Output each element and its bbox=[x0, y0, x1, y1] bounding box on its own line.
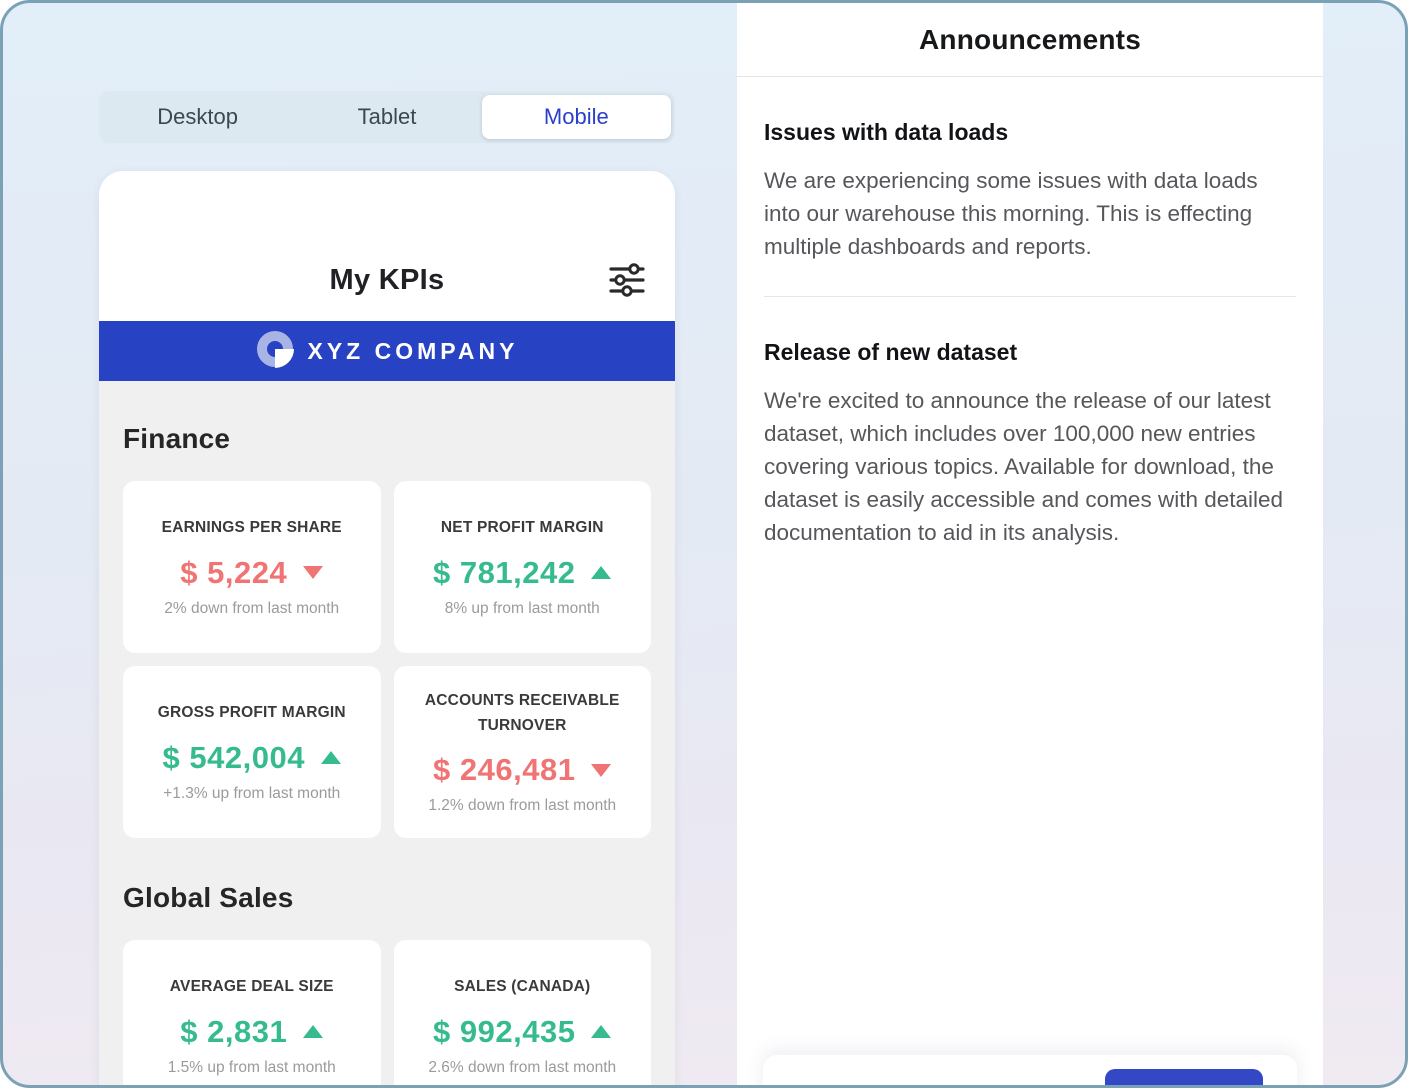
kpi-body: Finance EARNINGS PER SHARE $ 5,224 2% do… bbox=[99, 423, 675, 1085]
filter-settings-button[interactable] bbox=[605, 259, 649, 303]
kpi-caption: 1.5% up from last month bbox=[167, 1058, 336, 1076]
device-switcher: Desktop Tablet Mobile bbox=[99, 91, 675, 143]
kpi-label: ACCOUNTS RECEIVABLE TURNOVER bbox=[424, 691, 620, 734]
kpi-label: AVERAGE DEAL SIZE bbox=[169, 978, 334, 996]
trend-down-icon bbox=[303, 566, 324, 580]
announcement-heading: Issues with data loads bbox=[764, 119, 1009, 145]
kpi-caption: 1.2% down from last month bbox=[428, 797, 617, 815]
kpi-value-row: $ 542,004 bbox=[163, 740, 341, 776]
kpi-value: $ 542,004 bbox=[162, 739, 305, 775]
kpi-value-row: $ 5,224 bbox=[180, 554, 324, 591]
tab-mobile[interactable]: Mobile bbox=[481, 95, 671, 139]
kpi-card-sales-canada: SALES (CANADA) $ 992,435 2.6% down from … bbox=[393, 940, 651, 1085]
phone-header: My KPIs bbox=[99, 171, 675, 321]
kpi-label: NET PROFIT MARGIN bbox=[440, 519, 604, 537]
trend-up-icon bbox=[591, 566, 612, 580]
compose-card: ➤ bbox=[763, 1055, 1297, 1085]
kpi-value: $ 5,224 bbox=[180, 554, 288, 590]
kpi-value: $ 992,435 bbox=[433, 1013, 576, 1049]
compose-input[interactable] bbox=[781, 1071, 1087, 1085]
announcement-body: We are experiencing some issues with dat… bbox=[764, 168, 1258, 259]
mobile-preview-card: My KPIs bbox=[99, 171, 675, 1085]
kpi-label: GROSS PROFIT MARGIN bbox=[157, 704, 346, 722]
kpi-card-average-deal-size: AVERAGE DEAL SIZE $ 2,831 1.5% up from l… bbox=[123, 940, 381, 1085]
announcement-heading: Release of new dataset bbox=[764, 339, 1018, 365]
kpi-value: $ 246,481 bbox=[433, 752, 576, 788]
kpi-value-row: $ 992,435 bbox=[433, 1013, 612, 1050]
kpi-value: $ 781,242 bbox=[433, 554, 576, 590]
company-name: XYZ COMPANY bbox=[307, 337, 519, 364]
trend-up-icon bbox=[591, 1025, 612, 1039]
announcements-content: Issues with data loads We are experienci… bbox=[737, 119, 1323, 549]
sliders-icon bbox=[607, 260, 647, 303]
kpi-card-net-profit-margin: NET PROFIT MARGIN $ 781,242 8% up from l… bbox=[393, 481, 651, 653]
send-icon: ➤ bbox=[1167, 1081, 1200, 1085]
announcement-divider bbox=[764, 296, 1296, 297]
trend-up-icon bbox=[320, 751, 341, 765]
announcements-panel: Announcements Issues with data loads We … bbox=[737, 3, 1323, 1085]
kpi-label: EARNINGS PER SHARE bbox=[161, 519, 342, 537]
company-logo-icon bbox=[256, 330, 294, 373]
tab-desktop[interactable]: Desktop bbox=[157, 104, 239, 129]
kpi-value-row: $ 2,831 bbox=[180, 1013, 324, 1050]
kpi-card-accounts-receivable-turnover: ACCOUNTS RECEIVABLE TURNOVER $ 246,481 1… bbox=[393, 666, 651, 838]
kpi-caption: 2.6% down from last month bbox=[428, 1058, 617, 1076]
section-heading-global-sales: Global Sales bbox=[123, 882, 294, 913]
kpi-label: SALES (CANADA) bbox=[454, 978, 591, 996]
kpi-caption: 8% up from last month bbox=[444, 599, 600, 617]
kpi-card-gross-profit-margin: GROSS PROFIT MARGIN $ 542,004 +1.3% up f… bbox=[123, 666, 381, 838]
company-banner: XYZ COMPANY bbox=[99, 321, 675, 381]
kpi-card-earnings-per-share: EARNINGS PER SHARE $ 5,224 2% down from … bbox=[123, 481, 381, 653]
kpi-value: $ 2,831 bbox=[180, 1013, 288, 1049]
kpi-value-row: $ 781,242 bbox=[433, 554, 612, 591]
kpi-caption: +1.3% up from last month bbox=[163, 784, 341, 802]
kpi-value-row: $ 246,481 bbox=[433, 752, 612, 788]
trend-up-icon bbox=[303, 1025, 324, 1039]
section-heading-finance: Finance bbox=[123, 423, 231, 454]
trend-down-icon bbox=[591, 763, 612, 777]
tab-tablet[interactable]: Tablet bbox=[357, 104, 417, 129]
global-sales-kpi-grid: AVERAGE DEAL SIZE $ 2,831 1.5% up from l… bbox=[123, 940, 651, 1085]
send-button[interactable]: ➤ bbox=[1105, 1069, 1263, 1085]
kpi-caption: 2% down from last month bbox=[164, 599, 340, 617]
page-title: My KPIs bbox=[329, 264, 445, 296]
finance-kpi-grid: EARNINGS PER SHARE $ 5,224 2% down from … bbox=[123, 481, 651, 838]
announcements-title: Announcements bbox=[737, 3, 1323, 77]
announcement-body: We're excited to announce the release of… bbox=[764, 388, 1284, 545]
